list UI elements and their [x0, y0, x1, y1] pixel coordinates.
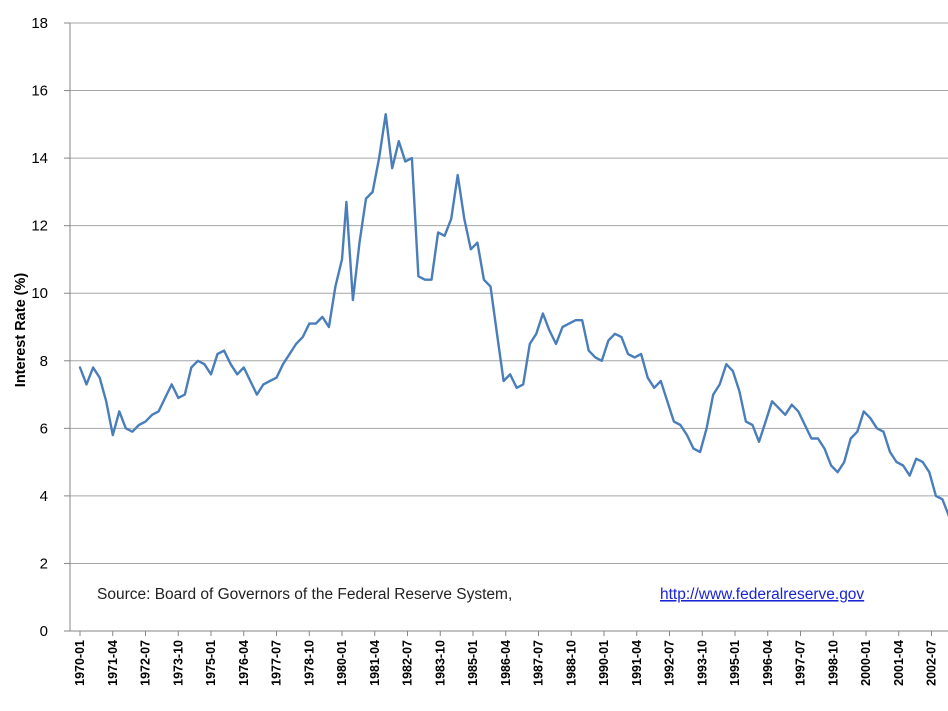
y-tick-label: 16	[31, 83, 48, 100]
x-tick-label: 1992-07	[663, 640, 677, 686]
x-tick-label: 1995-01	[728, 640, 742, 686]
x-tick-label: 2000-01	[859, 640, 873, 686]
x-tick-label: 1997-07	[794, 640, 808, 686]
x-tick-label: 1986-04	[499, 640, 513, 686]
x-tick-label: 2002-07	[925, 640, 939, 686]
y-axis-label: Interest Rate (%)	[13, 273, 29, 388]
y-tick-label: 0	[40, 623, 48, 640]
x-tick-label: 1970-01	[73, 640, 87, 686]
x-tick-label: 1973-10	[171, 640, 185, 686]
x-tick-label: 1981-04	[368, 640, 382, 686]
x-tick-label: 1991-04	[630, 640, 644, 686]
x-tick-label: 1987-07	[532, 640, 546, 686]
x-tick-label: 1980-01	[335, 640, 349, 686]
source-text: Source: Board of Governors of the Federa…	[97, 586, 512, 603]
x-tick-label: 1998-10	[826, 640, 840, 686]
series-line	[78, 113, 948, 517]
x-tick-label: 2001-04	[892, 640, 906, 686]
x-tick-label: 1976-04	[237, 640, 251, 686]
gridlines	[69, 22, 948, 631]
y-tick-label: 14	[31, 150, 48, 167]
y-tick-label: 6	[40, 420, 48, 437]
y-tick-label: 12	[31, 218, 48, 235]
y-tick-label: 2	[40, 555, 48, 572]
y-tick-label: 4	[40, 488, 48, 505]
x-tick-label: 1978-10	[302, 640, 316, 686]
x-axis-ticks: 1970-01 1971-04 1972-07 1973-10 1975-01 1976-…	[73, 631, 939, 686]
x-tick-label: 1975-01	[204, 640, 218, 686]
y-axis-ticks: 0 2 4 6 8 10 12 14 16 18	[31, 15, 70, 640]
x-tick-label: 1990-01	[597, 640, 611, 686]
x-tick-label: 1985-01	[466, 640, 480, 686]
x-tick-label: 1982-07	[401, 640, 415, 686]
x-tick-label: 1988-10	[564, 640, 578, 686]
y-tick-label: 10	[31, 285, 48, 302]
source-link[interactable]: http://www.federalreserve.gov	[660, 586, 864, 603]
y-tick-label: 8	[40, 353, 48, 370]
x-tick-label: 1993-10	[695, 640, 709, 686]
x-tick-label: 1996-04	[761, 640, 775, 686]
y-tick-label: 18	[31, 15, 48, 32]
x-tick-label: 1971-04	[106, 640, 120, 686]
x-tick-label: 1972-07	[139, 640, 153, 686]
x-tick-label: 1983-10	[433, 640, 447, 686]
x-tick-label: 1977-07	[270, 640, 284, 686]
